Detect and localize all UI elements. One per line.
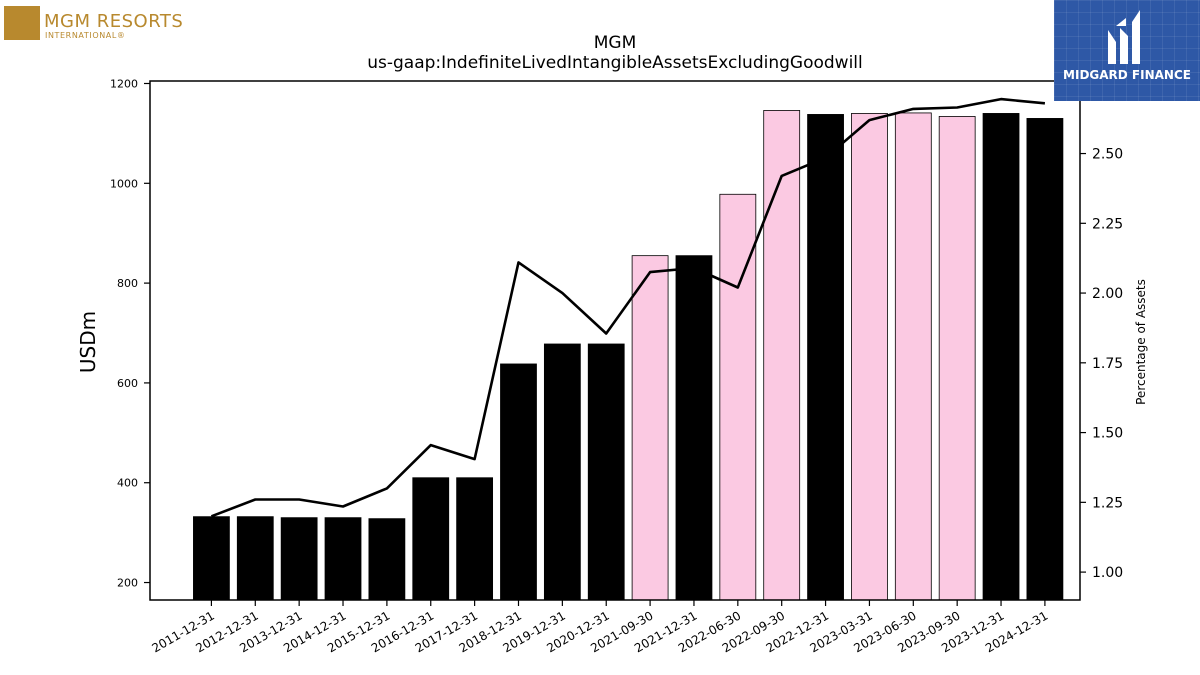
bar [324, 517, 362, 601]
bar [456, 477, 494, 601]
bar [763, 110, 801, 601]
mgm-logo-sub: INTERNATIONAL® [45, 31, 126, 40]
y2-tick-label: 1.50 [1092, 426, 1123, 442]
y-axis-left: 200 400 600 800 1000 1200 [110, 77, 150, 590]
bar [894, 112, 932, 601]
midgard-finance-logo: MIDGARD FINANCE [1054, 0, 1200, 101]
bar [368, 518, 406, 601]
chart-title: MGM [594, 33, 637, 53]
bar [412, 477, 450, 601]
bar [851, 113, 888, 601]
bars-group [193, 110, 1064, 601]
bar [938, 116, 976, 601]
series-line [210, 97, 1046, 518]
y-axis-right: 1.00 1.25 1.50 1.75 2.00 2.25 2.50 [1080, 147, 1123, 581]
y2-tick-label: 1.75 [1092, 356, 1123, 372]
y-tick-label: 200 [117, 577, 138, 590]
lion-icon [4, 6, 40, 40]
y2-tick-label: 2.00 [1092, 286, 1123, 302]
line-group [210, 97, 1046, 518]
x-axis: 2011-12-312012-12-312013-12-312014-12-31… [150, 600, 1050, 655]
bar [807, 114, 844, 601]
bar [236, 516, 274, 601]
y2-tick-label: 2.50 [1092, 147, 1123, 163]
y-tick-label: 1000 [110, 177, 138, 190]
bar [500, 363, 537, 601]
y-tick-label: 1200 [110, 77, 138, 90]
midgard-logo-name: MIDGARD FINANCE [1063, 68, 1191, 82]
plot-frame [149, 80, 1081, 601]
bar [719, 193, 757, 601]
bar [280, 517, 318, 601]
bar [543, 343, 581, 601]
y2-tick-label: 2.25 [1092, 216, 1123, 232]
y2-axis-label: Percentage of Assets [1134, 279, 1148, 405]
midgard-m-icon [1108, 10, 1140, 64]
bar [1026, 118, 1064, 601]
y-tick-label: 600 [117, 377, 138, 390]
mgm-resorts-logo: MGM RESORTS INTERNATIONAL® [4, 4, 194, 42]
bar [193, 516, 230, 601]
y-tick-label: 400 [117, 477, 138, 490]
bar [587, 343, 625, 601]
y2-tick-label: 1.00 [1092, 565, 1123, 581]
y2-tick-label: 1.25 [1092, 495, 1123, 511]
bar [982, 113, 1020, 601]
y-tick-label: 800 [117, 277, 138, 290]
mgm-logo-name: MGM RESORTS [44, 11, 184, 32]
bar [631, 255, 669, 601]
chart-subtitle: us-gaap:IndefiniteLivedIntangibleAssetsE… [367, 53, 863, 73]
bar [675, 255, 713, 601]
y-axis-label: USDm [76, 311, 100, 373]
